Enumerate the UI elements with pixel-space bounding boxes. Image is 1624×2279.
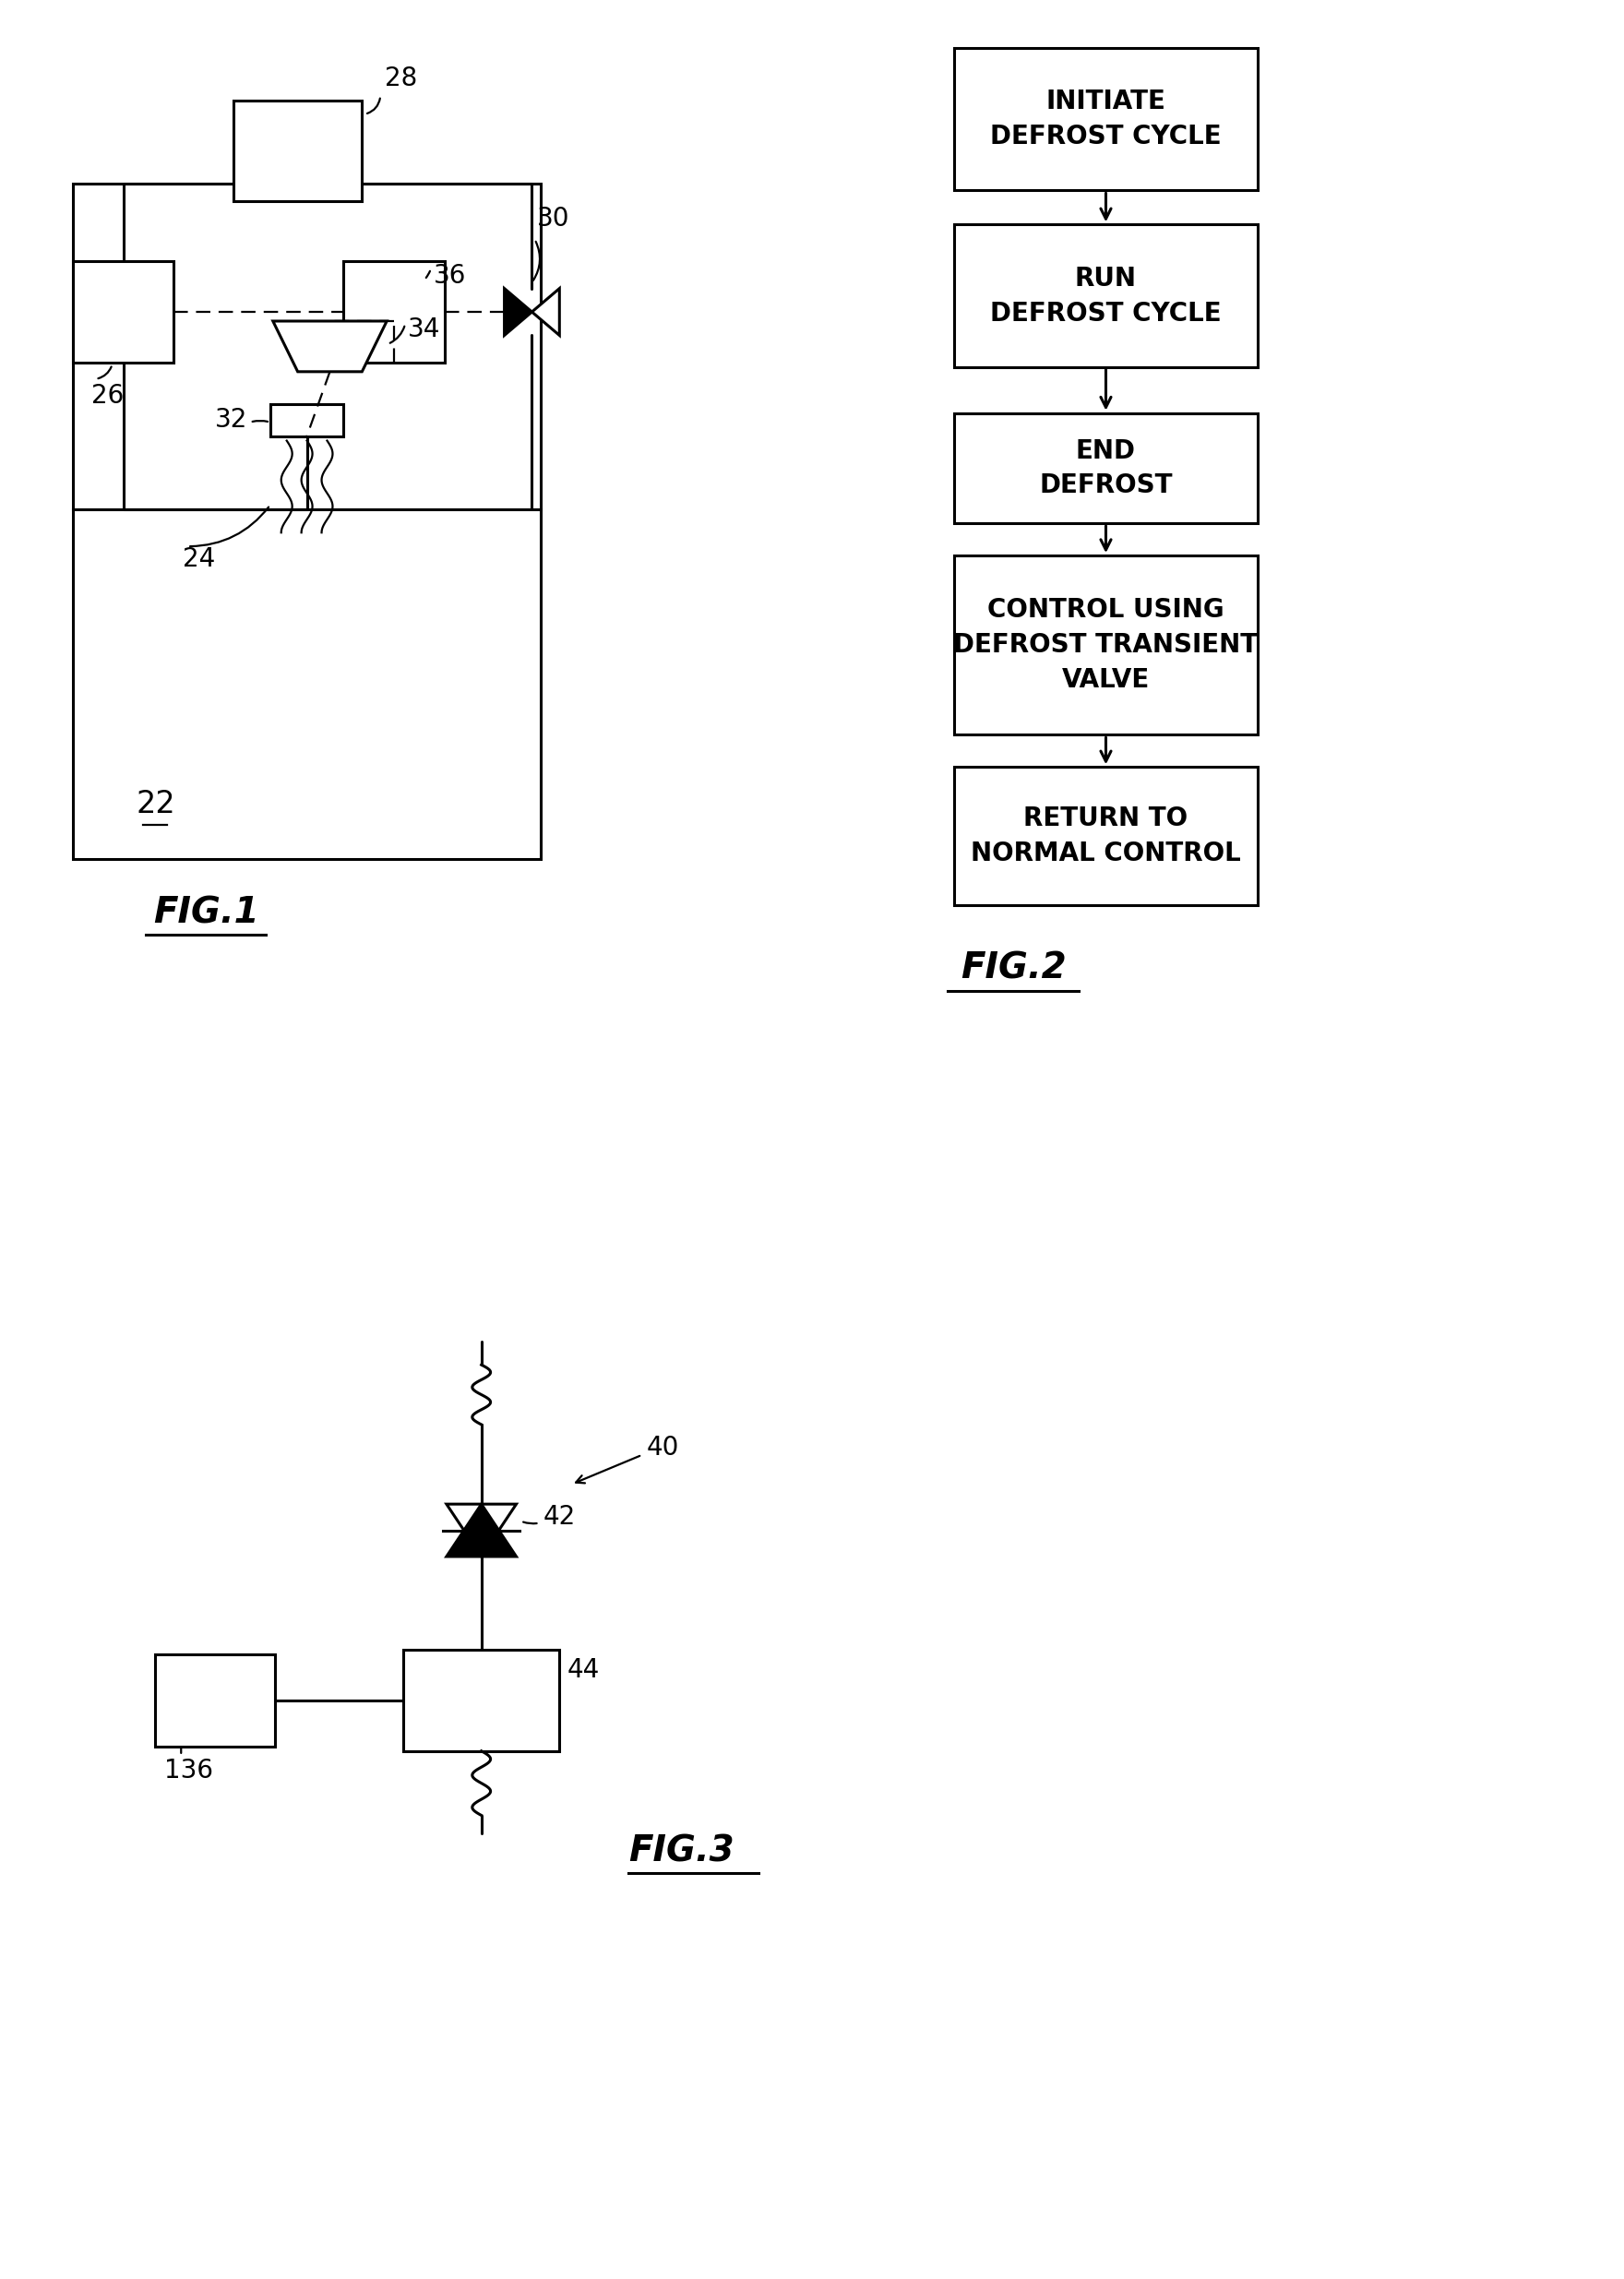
Bar	[73, 182, 541, 510]
Bar	[403, 1650, 559, 1750]
Text: 44: 44	[567, 1657, 599, 1684]
Bar	[955, 48, 1257, 191]
Bar	[234, 100, 362, 201]
Text: 22: 22	[136, 789, 175, 818]
Text: FIG.2: FIG.2	[961, 950, 1067, 987]
Bar	[344, 262, 445, 362]
Text: DEFROST CYCLE: DEFROST CYCLE	[991, 123, 1221, 150]
Text: 28: 28	[385, 66, 417, 91]
Bar	[270, 403, 344, 435]
Text: 34: 34	[408, 317, 440, 342]
Text: CONTROL USING: CONTROL USING	[987, 597, 1224, 622]
Text: 32: 32	[214, 406, 247, 433]
Bar	[955, 768, 1257, 905]
Text: 24: 24	[184, 547, 216, 572]
FancyArrowPatch shape	[390, 326, 404, 344]
Polygon shape	[533, 289, 559, 335]
Text: RETURN TO: RETURN TO	[1023, 807, 1189, 832]
Bar	[73, 262, 174, 362]
Polygon shape	[447, 1504, 516, 1557]
Bar	[73, 510, 541, 859]
Bar	[955, 412, 1257, 524]
Bar	[955, 226, 1257, 367]
Text: 30: 30	[536, 205, 570, 232]
Text: 136: 136	[164, 1757, 213, 1782]
Text: FIG.3: FIG.3	[628, 1835, 734, 1869]
Text: 26: 26	[91, 383, 123, 408]
Text: 42: 42	[542, 1504, 575, 1529]
Text: FIG.1: FIG.1	[153, 896, 258, 930]
FancyArrowPatch shape	[425, 271, 430, 278]
Text: DEFROST: DEFROST	[1039, 472, 1173, 499]
Text: RUN: RUN	[1075, 264, 1137, 292]
Bar	[156, 1655, 274, 1746]
Polygon shape	[505, 289, 533, 335]
FancyArrowPatch shape	[97, 367, 112, 378]
Text: INITIATE: INITIATE	[1046, 89, 1166, 114]
Text: NORMAL CONTROL: NORMAL CONTROL	[971, 841, 1241, 866]
Text: DEFROST CYCLE: DEFROST CYCLE	[991, 301, 1221, 326]
FancyArrowPatch shape	[367, 98, 380, 114]
Polygon shape	[447, 1504, 516, 1557]
Text: VALVE: VALVE	[1062, 668, 1150, 693]
Text: 36: 36	[434, 262, 466, 289]
Text: END: END	[1075, 438, 1135, 463]
Text: 40: 40	[646, 1436, 679, 1461]
FancyArrowPatch shape	[190, 506, 268, 547]
FancyArrowPatch shape	[533, 242, 539, 280]
Polygon shape	[273, 321, 387, 371]
Bar	[955, 556, 1257, 734]
Text: DEFROST TRANSIENT: DEFROST TRANSIENT	[953, 631, 1259, 659]
